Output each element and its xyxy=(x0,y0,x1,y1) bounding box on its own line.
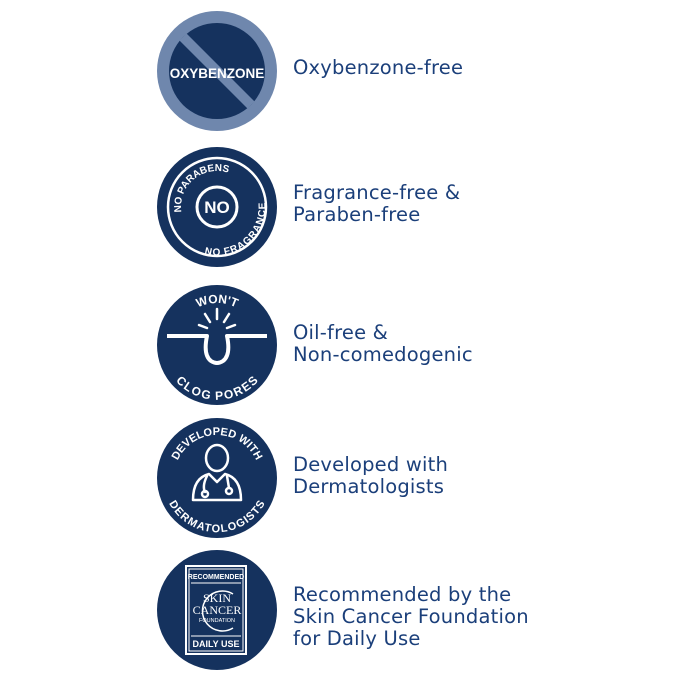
feature-label-dermatologists: Developed with Dermatologists xyxy=(293,454,448,498)
label-line: Dermatologists xyxy=(293,475,445,498)
badge-oxybenzone-text: OXYBENZONE xyxy=(170,66,265,81)
label-line: Recommended by the xyxy=(293,583,512,606)
svg-text:WON'T: WON'T xyxy=(194,292,241,311)
label-line: for Daily Use xyxy=(293,627,421,650)
label-line: Fragrance-free & xyxy=(293,181,461,204)
label-line: Developed with xyxy=(293,453,449,476)
no-oxybenzone-icon: OXYBENZONE xyxy=(155,9,279,133)
label-line: Non-comedogenic xyxy=(293,343,473,366)
seal-daily-use-text: DAILY USE xyxy=(192,639,239,649)
developed-with-dermatologists-icon: DEVELOPED WITH DERMATOLOGISTS xyxy=(155,416,279,540)
label-line: Oil-free & xyxy=(293,321,389,344)
badge-no-text: NO xyxy=(204,198,230,217)
seal-skin-text: SKIN xyxy=(203,591,231,605)
seal-foundation-text: FOUNDATION xyxy=(199,618,235,624)
skin-cancer-foundation-seal-icon: RECOMMENDED SKIN CANCER FOUNDATION DAILY… xyxy=(155,548,279,672)
feature-label-fragrance-paraben: Fragrance-free & Paraben-free xyxy=(293,182,460,226)
label-line: Oxybenzone-free xyxy=(293,56,464,79)
no-parabens-no-fragrance-icon: NO PARABENS NO NO FRAGRANCE xyxy=(155,145,279,269)
seal-recommended-text: RECOMMENDED xyxy=(188,574,244,581)
label-line: Skin Cancer Foundation xyxy=(293,605,529,628)
label-line: Paraben-free xyxy=(293,203,421,226)
badge-wont-text: WON'T xyxy=(194,292,241,311)
feature-label-oxybenzone: Oxybenzone-free xyxy=(293,57,463,79)
seal-cancer-text: CANCER xyxy=(193,603,242,617)
feature-label-oil-free: Oil-free & Non-comedogenic xyxy=(293,322,473,366)
feature-label-skin-cancer-foundation: Recommended by the Skin Cancer Foundatio… xyxy=(293,584,529,650)
wont-clog-pores-icon: WON'T CLOG PORES xyxy=(155,283,279,407)
